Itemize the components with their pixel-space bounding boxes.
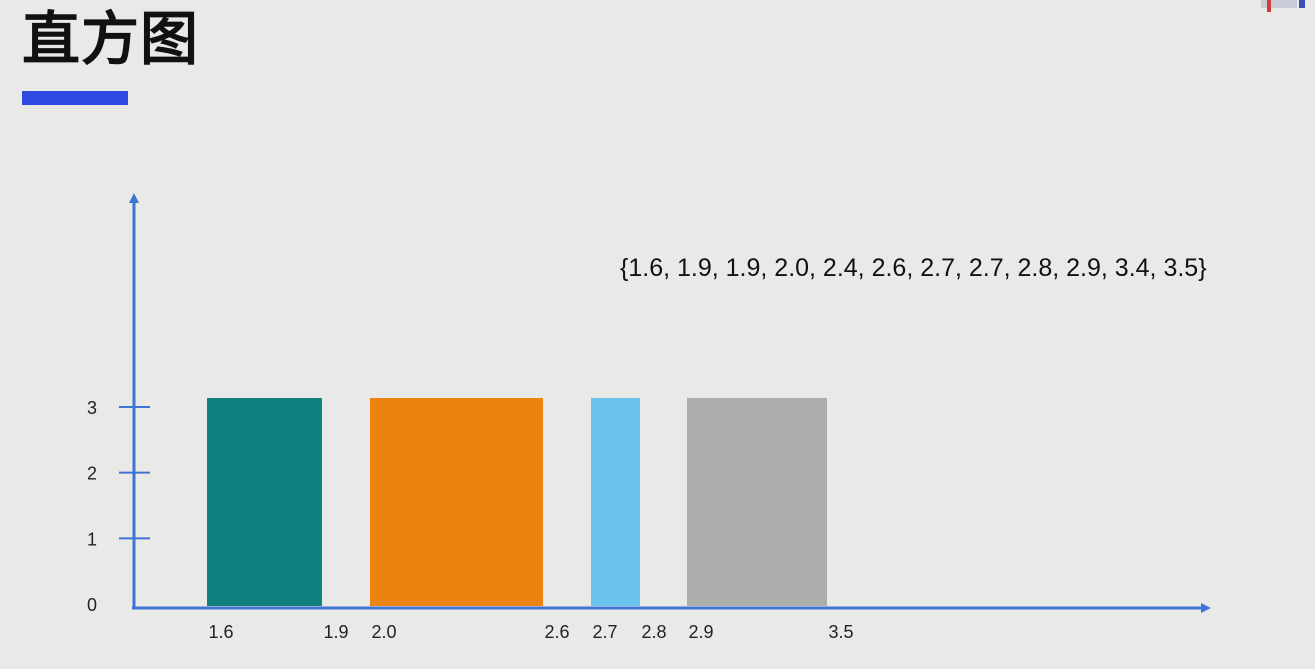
corner-logo-icon	[1261, 0, 1305, 12]
title-underline	[22, 91, 128, 105]
y-tick-label: 0	[87, 595, 97, 615]
x-tick-label: 2.7	[592, 622, 617, 642]
x-tick-label: 1.6	[208, 622, 233, 642]
x-tick-label: 2.9	[688, 622, 713, 642]
x-tick-label: 2.0	[371, 622, 396, 642]
histogram-bar-1	[207, 398, 322, 606]
y-ticks-group: 0 1 2 3	[87, 398, 150, 615]
histogram-bar-4	[687, 398, 827, 606]
x-tick-label: 1.9	[323, 622, 348, 642]
y-tick-label: 2	[87, 464, 97, 484]
x-ticks-group: 1.6 1.9 2.0 2.6 2.7 2.8 2.9 3.5	[208, 622, 853, 642]
x-tick-label: 3.5	[828, 622, 853, 642]
histogram-bar-2	[370, 398, 543, 606]
slide-title: 直方图	[22, 5, 200, 73]
x-tick-label: 2.6	[544, 622, 569, 642]
x-tick-label: 2.8	[641, 622, 666, 642]
bars-group	[207, 398, 827, 606]
dataset-text: {1.6, 1.9, 1.9, 2.0, 2.4, 2.6, 2.7, 2.7,…	[620, 254, 1207, 282]
y-tick-label: 1	[87, 529, 97, 549]
histogram-bar-3	[591, 398, 640, 606]
y-tick-label: 3	[87, 398, 97, 418]
